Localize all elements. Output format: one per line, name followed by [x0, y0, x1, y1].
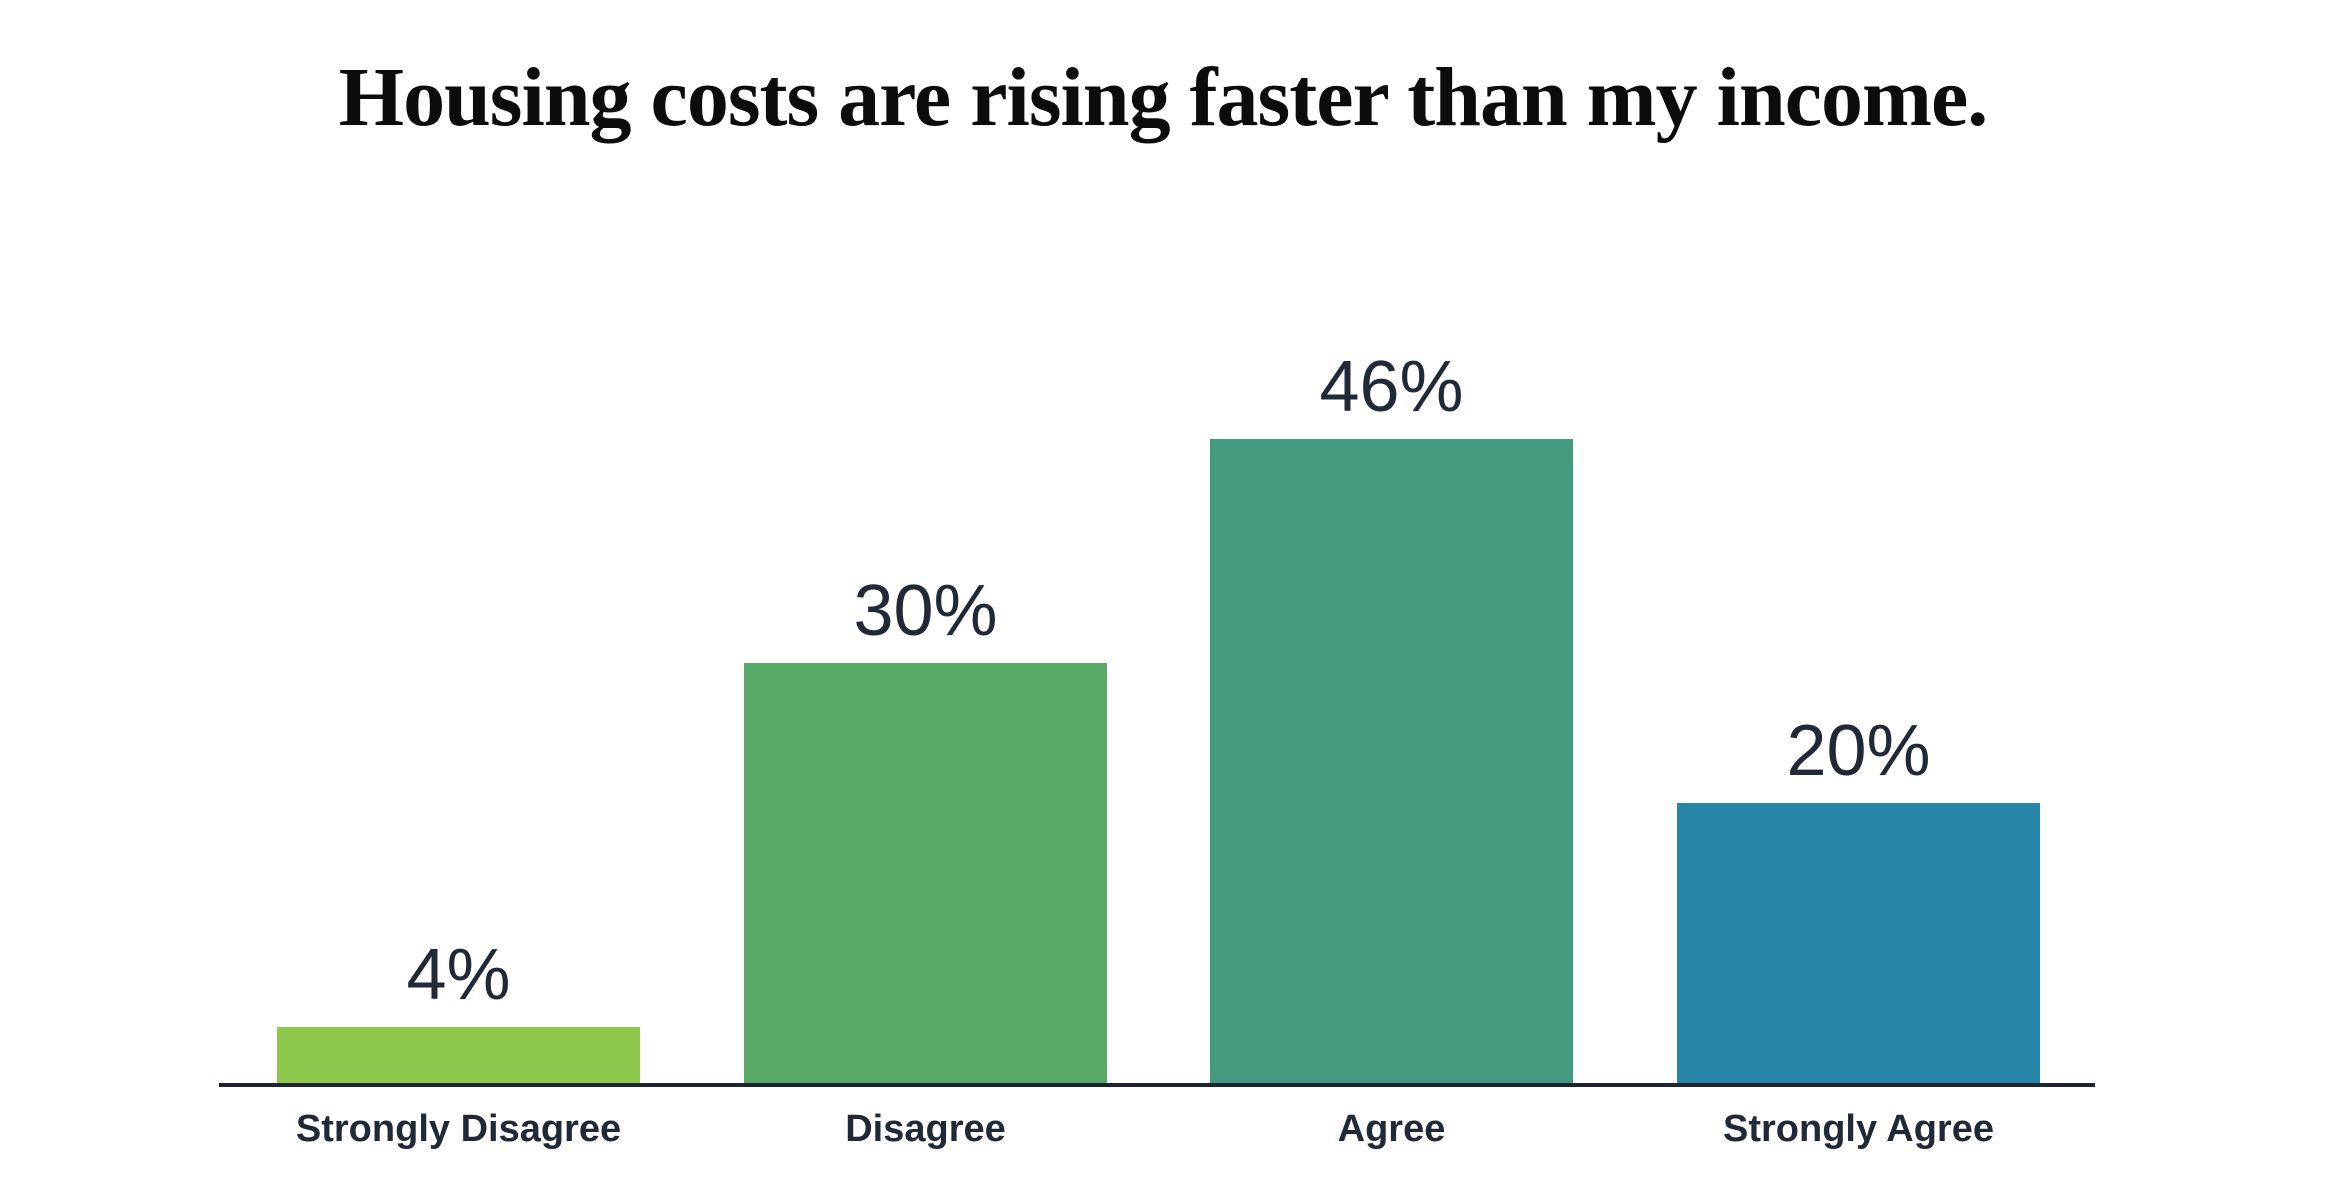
bar-category-label: Strongly Agree: [1723, 1108, 1994, 1150]
bar-value-label: 4%: [406, 935, 511, 1015]
plot-area: 4% Strongly Disagree 30% Disagree 46% Agree 20…: [219, 0, 2095, 1192]
bar: [1677, 803, 2040, 1083]
bar-value-label: 30%: [853, 571, 998, 651]
bar-value-label: 20%: [1786, 711, 1931, 791]
bar-group: 20% Strongly Agree: [1677, 0, 2040, 1192]
bar-value-label: 46%: [1319, 347, 1464, 427]
bar-category-label: Disagree: [845, 1108, 1006, 1150]
bar: [1210, 439, 1573, 1083]
bar-group: 4% Strongly Disagree: [277, 0, 640, 1192]
bar-group: 30% Disagree: [744, 0, 1107, 1192]
bar-category-label: Strongly Disagree: [295, 1108, 622, 1150]
bar-group: 46% Agree: [1210, 0, 1573, 1192]
bar: [277, 1027, 640, 1083]
x-axis-line: [219, 1083, 2095, 1087]
bar: [744, 663, 1107, 1083]
chart-title: Housing costs are rising faster than my …: [338, 51, 1989, 144]
bar-category-label: Agree: [1337, 1108, 1446, 1150]
